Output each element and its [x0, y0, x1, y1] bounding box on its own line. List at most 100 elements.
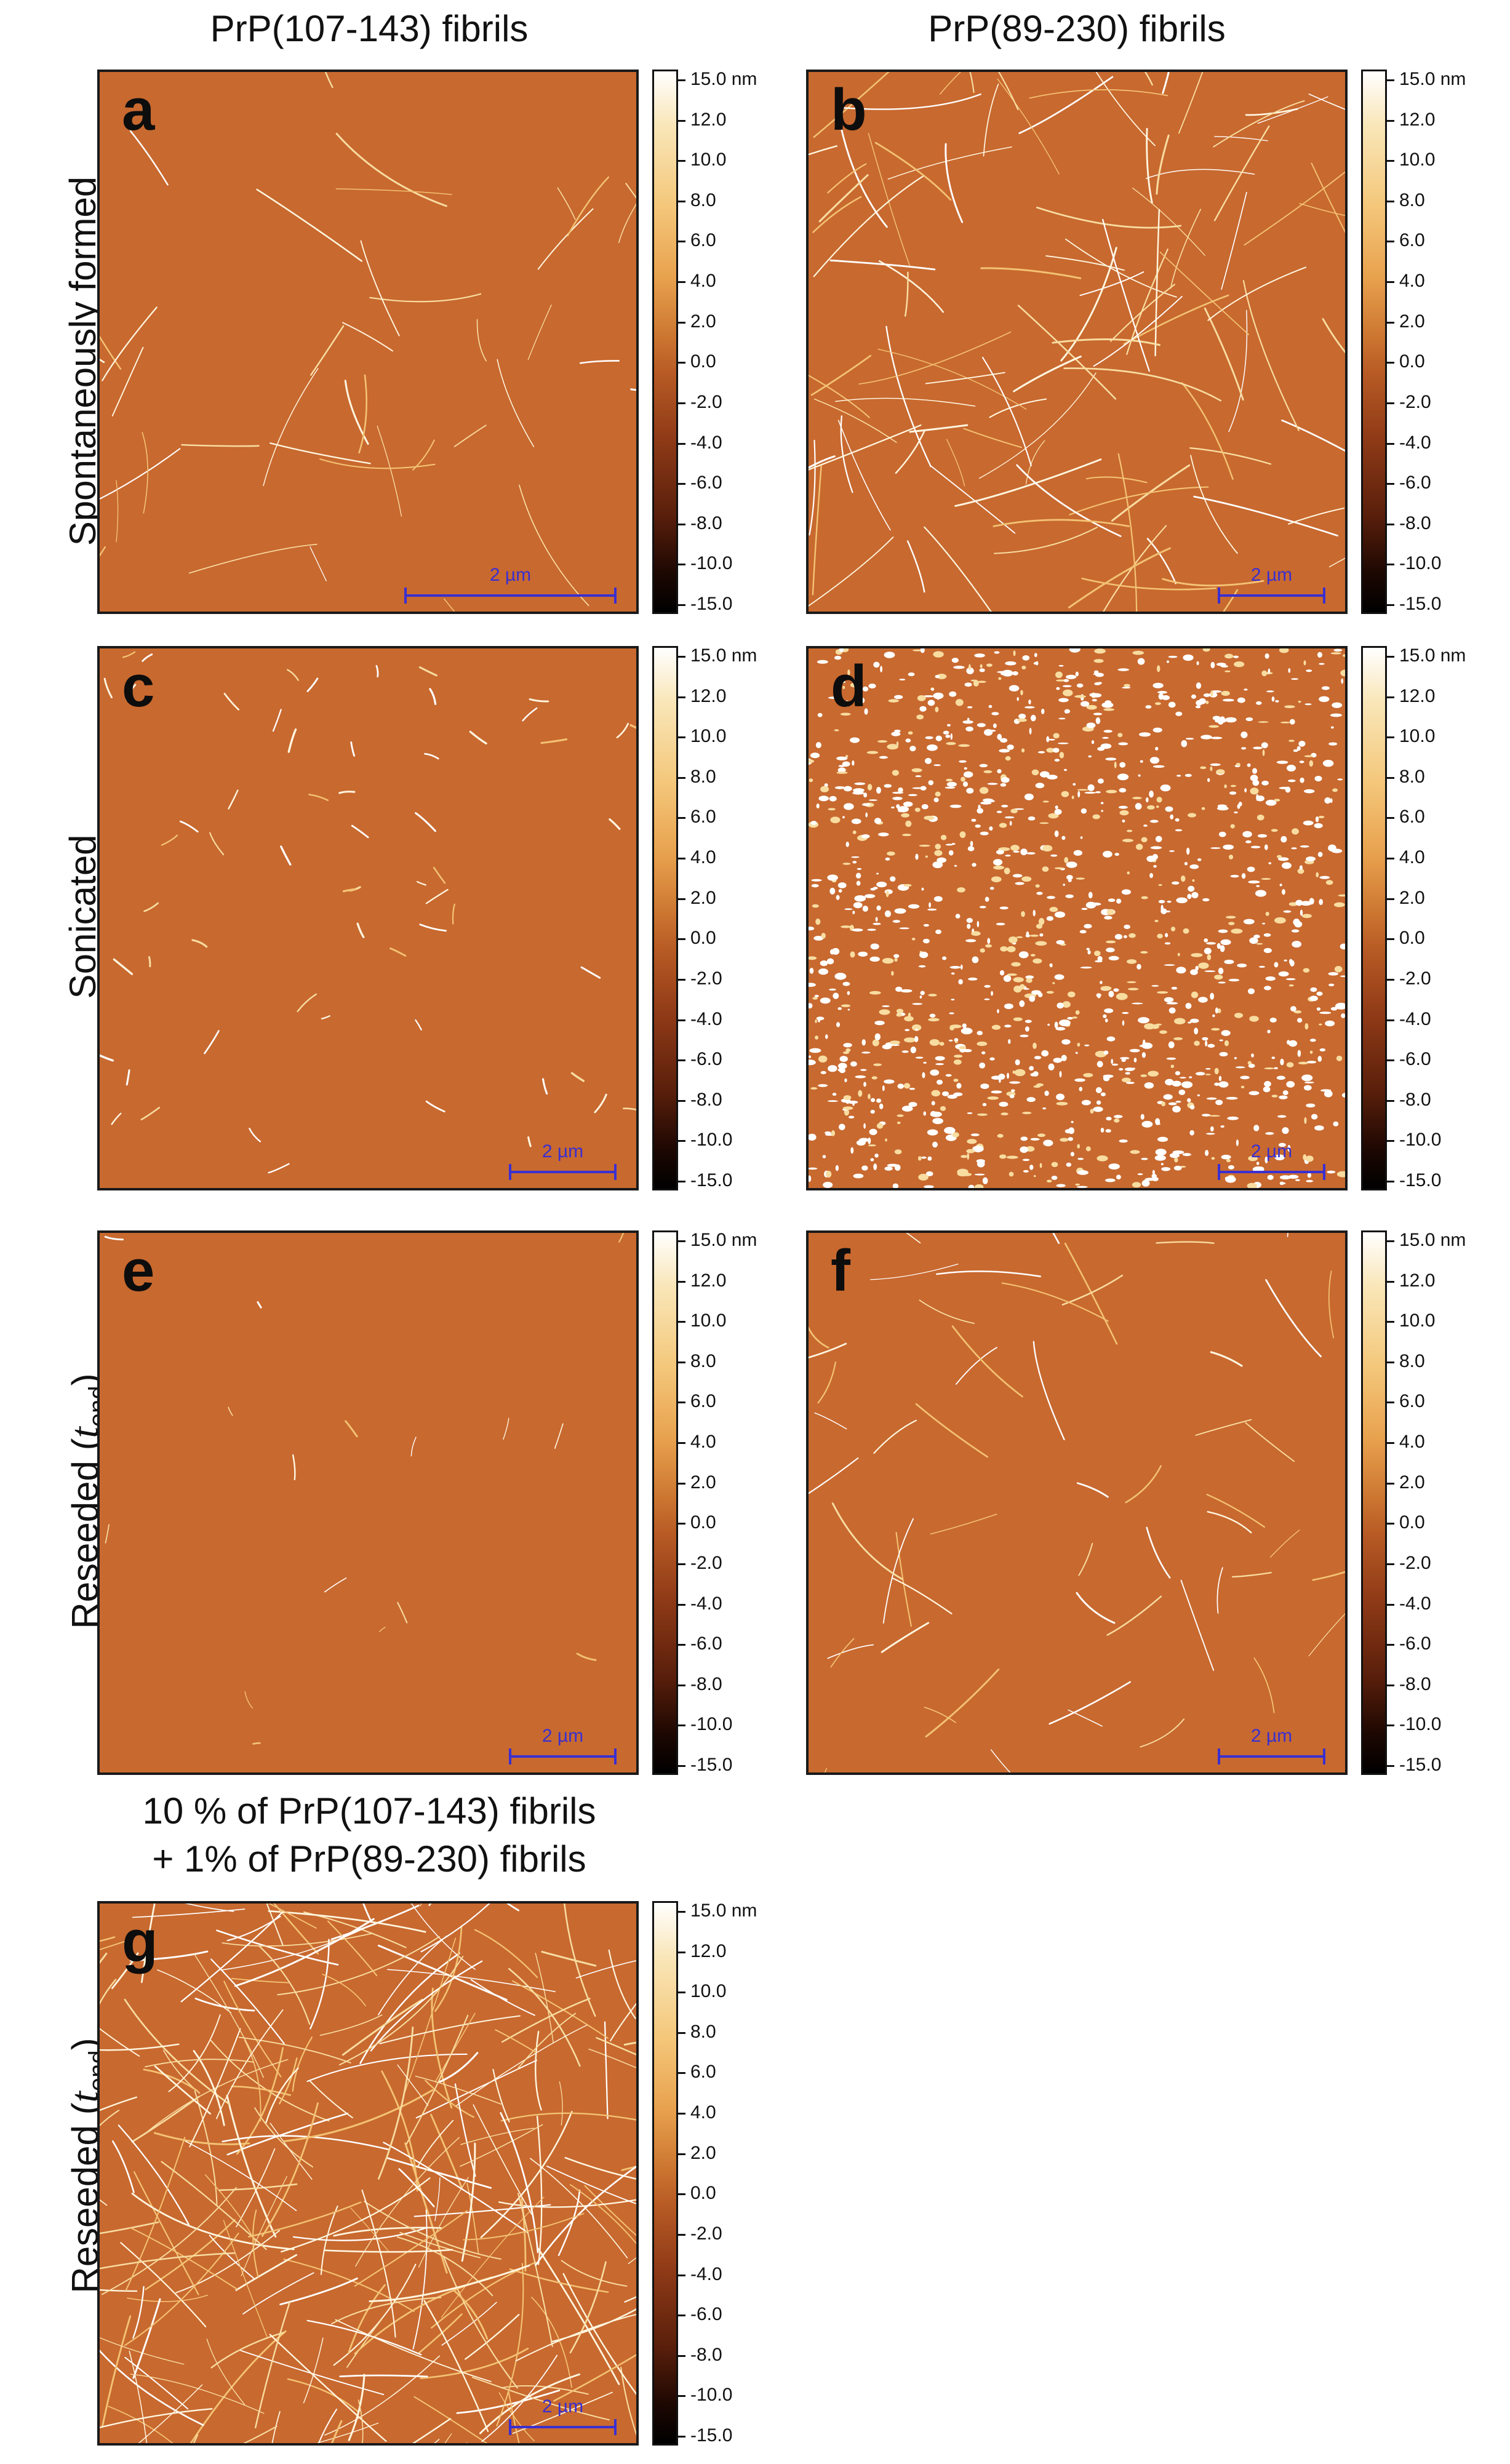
colorbar-tick	[678, 79, 685, 81]
colorbar-tick-label: -15.0	[1399, 594, 1442, 614]
colorbar-tick-label: -15.0	[690, 1170, 733, 1190]
colorbar-e	[652, 1230, 678, 1775]
colorbar-tick	[1387, 1240, 1394, 1242]
colorbar-tick	[678, 1140, 685, 1142]
panel-letter: a	[122, 77, 155, 143]
colorbar-tick	[678, 1181, 685, 1182]
colorbar-tick-label: 8.0	[1399, 189, 1425, 210]
fibril-texture	[100, 651, 636, 1174]
colorbar-tick	[678, 1442, 685, 1445]
fibril-texture	[809, 72, 1345, 612]
scale-bar-label: 2 µm	[1250, 565, 1293, 585]
colorbar-tick	[1387, 1401, 1394, 1404]
colorbar-tick	[678, 2354, 685, 2357]
colorbar-tick	[678, 1951, 685, 1953]
scale-bar	[509, 2419, 617, 2435]
colorbar-tick-label: -10.0	[690, 2385, 733, 2406]
colorbar-tick	[678, 696, 685, 698]
colorbar-tick	[678, 1603, 685, 1606]
colorbar-tick-label: 0.0	[690, 928, 716, 949]
panel-letter: e	[122, 1238, 155, 1304]
mixture-line-2: + 1% of PrP(89-230) fibrils	[152, 1838, 586, 1880]
colorbar-tick-label: 10.0	[1399, 1310, 1436, 1331]
colorbar-tick-label: 0.0	[1399, 351, 1425, 372]
colorbar-a	[652, 70, 678, 614]
colorbar-tick	[1387, 1765, 1394, 1767]
colorbar-tick-label: 12.0	[1399, 109, 1436, 130]
colorbar-tick-label: 6.0	[1399, 1391, 1425, 1412]
colorbar-tick-label: -4.0	[1399, 1593, 1431, 1614]
colorbar-b	[1361, 70, 1387, 614]
afm-image-b: b 2 µm	[806, 70, 1348, 614]
colorbar-tick-label: 4.0	[1399, 1432, 1425, 1453]
colorbar-tick-label: 8.0	[690, 1350, 716, 1371]
scale-bar	[509, 1748, 617, 1764]
colorbar-tick	[1387, 1181, 1394, 1182]
colorbar-tick	[678, 1765, 685, 1767]
panel-letter: d	[831, 653, 867, 719]
colorbar-tick	[678, 604, 685, 606]
afm-image-d: d 2 µm	[806, 646, 1348, 1190]
colorbar-tick-label: 15.0 nm	[690, 69, 757, 89]
colorbar-tick	[1387, 1684, 1394, 1686]
afm-image-e: e 2 µm	[97, 1230, 639, 1775]
colorbar-tick	[678, 1482, 685, 1485]
colorbar-tick-label: -6.0	[690, 2304, 722, 2325]
fibril-texture	[809, 648, 1345, 1188]
colorbar-tick-label: 10.0	[690, 150, 727, 170]
colorbar-tick	[678, 736, 685, 739]
colorbar-tick	[678, 978, 685, 981]
colorbar-tick	[678, 160, 685, 162]
scale-bar-label: 2 µm	[1250, 1141, 1293, 1162]
colorbar-tick-label: 15.0 nm	[1399, 645, 1466, 666]
colorbar-tick-label: 6.0	[690, 1391, 716, 1412]
colorbar-tick	[1387, 858, 1394, 860]
mixture-line-1: 10 % of PrP(107-143) fibrils	[142, 1790, 596, 1832]
colorbar-tick-label: -6.0	[690, 472, 722, 493]
afm-image-f: f 2 µm	[806, 1230, 1348, 1775]
panel-letter: g	[122, 1908, 158, 1974]
colorbar-tick-label: 15.0 nm	[690, 1900, 757, 1921]
colorbar-tick-label: -2.0	[690, 2223, 722, 2244]
colorbar-tick	[678, 483, 685, 485]
colorbar-tick	[1387, 483, 1394, 485]
colorbar-tick-label: 10.0	[690, 1981, 727, 2002]
colorbar-tick-label: -2.0	[690, 391, 722, 412]
colorbar-tick	[678, 938, 685, 941]
colorbar-tick	[678, 1684, 685, 1686]
scale-bar-label: 2 µm	[489, 565, 532, 585]
column-title-left: PrP(107-143) fibrils	[210, 8, 529, 49]
colorbar-tick	[1387, 119, 1394, 122]
colorbar-tick-label: -10.0	[1399, 553, 1442, 574]
colorbar-tick-label: -2.0	[1399, 1552, 1431, 1573]
colorbar-tick	[678, 1019, 685, 1021]
colorbar-tick-label: -6.0	[1399, 1633, 1431, 1654]
colorbar-tick-label: 4.0	[690, 2102, 716, 2123]
colorbar-tick-label: 15.0 nm	[1399, 1230, 1466, 1250]
colorbar-tick-label: -2.0	[690, 968, 722, 989]
colorbar-tick-label: 8.0	[1399, 766, 1425, 787]
afm-image-c: c 2 µm	[97, 646, 639, 1190]
colorbar-tick-label: -2.0	[690, 1552, 722, 1573]
colorbar-tick-label: 6.0	[1399, 807, 1425, 827]
colorbar-tick-label: 0.0	[690, 351, 716, 372]
colorbar-tick	[678, 817, 685, 819]
colorbar-tick	[678, 564, 685, 566]
colorbar-tick	[678, 2274, 685, 2276]
scale-bar	[1218, 1164, 1325, 1180]
column-title-right: PrP(89-230) fibrils	[928, 8, 1226, 49]
scale-bar-label: 2 µm	[1250, 1726, 1293, 1746]
colorbar-tick	[1387, 817, 1394, 819]
colorbar-tick	[678, 1992, 685, 1994]
colorbar-tick-label: 10.0	[690, 1310, 727, 1331]
colorbar-tick-label: 6.0	[1399, 230, 1425, 251]
colorbar-tick	[678, 442, 685, 445]
colorbar-tick-label: 15.0 nm	[1399, 69, 1466, 89]
colorbar-tick-label: 10.0	[1399, 726, 1436, 747]
colorbar-tick	[678, 1321, 685, 1323]
colorbar-tick	[678, 1099, 685, 1102]
colorbar-tick-label: 4.0	[690, 847, 716, 868]
colorbar-tick-label: -4.0	[690, 432, 722, 453]
colorbar-tick	[1387, 1603, 1394, 1606]
colorbar-tick	[678, 402, 685, 404]
